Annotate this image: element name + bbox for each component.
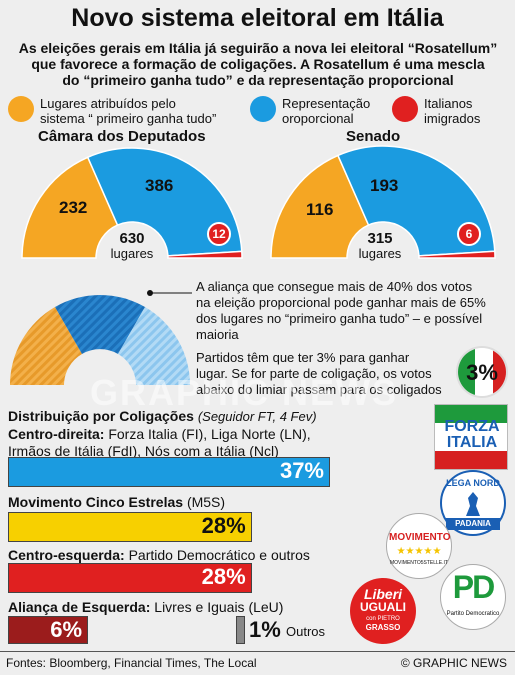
illustration-majority-segment — [55, 294, 145, 354]
coalitions-heading: Distribuição por Coligações (Seguidor FT… — [8, 408, 317, 424]
alberto-da-giussano-icon — [466, 492, 480, 516]
centro-direita-value: 37% — [279, 458, 324, 483]
centro-direita-bar — [8, 457, 330, 487]
senado-emigrants-segment — [418, 250, 496, 259]
senado-hemicycle — [270, 145, 496, 259]
subtitle-line: que favorece a formação de coligações. A… — [31, 56, 485, 72]
senado-emigrants-badge: 6 — [457, 222, 481, 246]
legend-swatch-emigrants — [392, 96, 418, 122]
threshold-badge: 3% — [456, 346, 508, 398]
forza-italia-logo: FORZA ITALIA — [434, 404, 508, 470]
senado-proportional-segment — [336, 145, 496, 257]
camara-emigrants-segment — [167, 250, 243, 259]
m5s-value: 28% — [201, 513, 246, 538]
camara-title: Câmara dos Deputados — [38, 128, 206, 145]
majority-illustration — [9, 290, 192, 385]
illustration-rest-segment — [118, 307, 191, 385]
legend-swatch-fptp — [8, 96, 34, 122]
m5s-bar — [8, 512, 252, 542]
camara-proportional-seats: 386 — [145, 176, 174, 195]
centro-esquerda-value: 28% — [201, 564, 246, 589]
footer-credit: © GRAPHIC NEWS — [400, 656, 507, 670]
camara-total-unit: lugares — [110, 246, 154, 261]
legend-label-proportional: Representação oroporcional — [282, 96, 371, 126]
senado-fptp-segment — [270, 154, 370, 259]
senado-total: 315 — [367, 230, 393, 247]
camara-fptp-seats: 232 — [59, 198, 88, 217]
watermark: GRAPHIC NEWS — [90, 372, 399, 413]
outros-value: 1% — [249, 617, 281, 642]
legend-label-emigrants: Italianos imigrados — [424, 96, 481, 126]
m5s-label: Movimento Cinco Estrelas (M5S) — [8, 494, 226, 510]
centro-direita-label: Centro-direita: Forza Italia (FI), Liga … — [8, 426, 311, 459]
movimento-5-stelle-logo: MOVIMENTO ★★★★★ MOVIMENTO5STELLE.IT — [386, 513, 452, 579]
camara-fptp-segment — [21, 156, 119, 259]
senado-title: Senado — [346, 128, 401, 145]
alianca-label: Aliança de Esquerda: Livres e Iguais (Le… — [8, 599, 284, 615]
alianca-esquerda-bar — [8, 616, 88, 644]
camara-emigrants-badge: 12 — [207, 222, 231, 246]
subtitle: As eleições gerais em Itália já seguirão… — [8, 40, 508, 88]
stars-icon: ★★★★★ — [396, 546, 442, 557]
hemicycle-charts — [21, 145, 496, 259]
illustration-fptp-segment — [9, 307, 82, 385]
pd-logo: PD Partito Democratico — [440, 564, 506, 630]
majority-note: A aliança que consegue mais de 40% dos v… — [196, 279, 486, 342]
subtitle-line: do “primeiro ganha tudo” e da representa… — [62, 72, 454, 88]
camara-total: 630 — [119, 230, 145, 247]
centro-esquerda-label: Centro-esquerda: Partido Democrático e o… — [8, 547, 310, 563]
alianca-esquerda-value: 6% — [50, 617, 82, 642]
liberi-uguali-logo: Liberi UGUALI con PIETRO GRASSO — [350, 578, 416, 644]
outros-bar — [236, 616, 245, 644]
outros-label: Outros — [286, 624, 326, 639]
legend-label-fptp: Lugares atribuídos pelo sistema “ primei… — [40, 96, 217, 126]
lega-nord-logo: LEGA NORD PADANIA — [440, 470, 506, 536]
senado-total-unit: lugares — [358, 246, 402, 261]
illustration-pointer-dot — [147, 290, 153, 296]
threshold-note: Partidos têm que ter 3% para ganhar luga… — [196, 350, 442, 397]
page-title: Novo sistema eleitoral em Itália — [71, 4, 444, 32]
senado-proportional-seats: 193 — [370, 176, 399, 195]
senado-fptp-seats: 116 — [306, 200, 334, 219]
subtitle-line: As eleições gerais em Itália já seguirão… — [18, 40, 498, 56]
footer-rule — [0, 651, 515, 652]
centro-esquerda-bar — [8, 563, 252, 593]
camara-hemicycle — [21, 147, 243, 259]
footer-sources: Fontes: Bloomberg, Financial Times, The … — [6, 656, 257, 670]
camara-proportional-segment — [86, 147, 243, 257]
legend-swatch-proportional — [250, 96, 276, 122]
